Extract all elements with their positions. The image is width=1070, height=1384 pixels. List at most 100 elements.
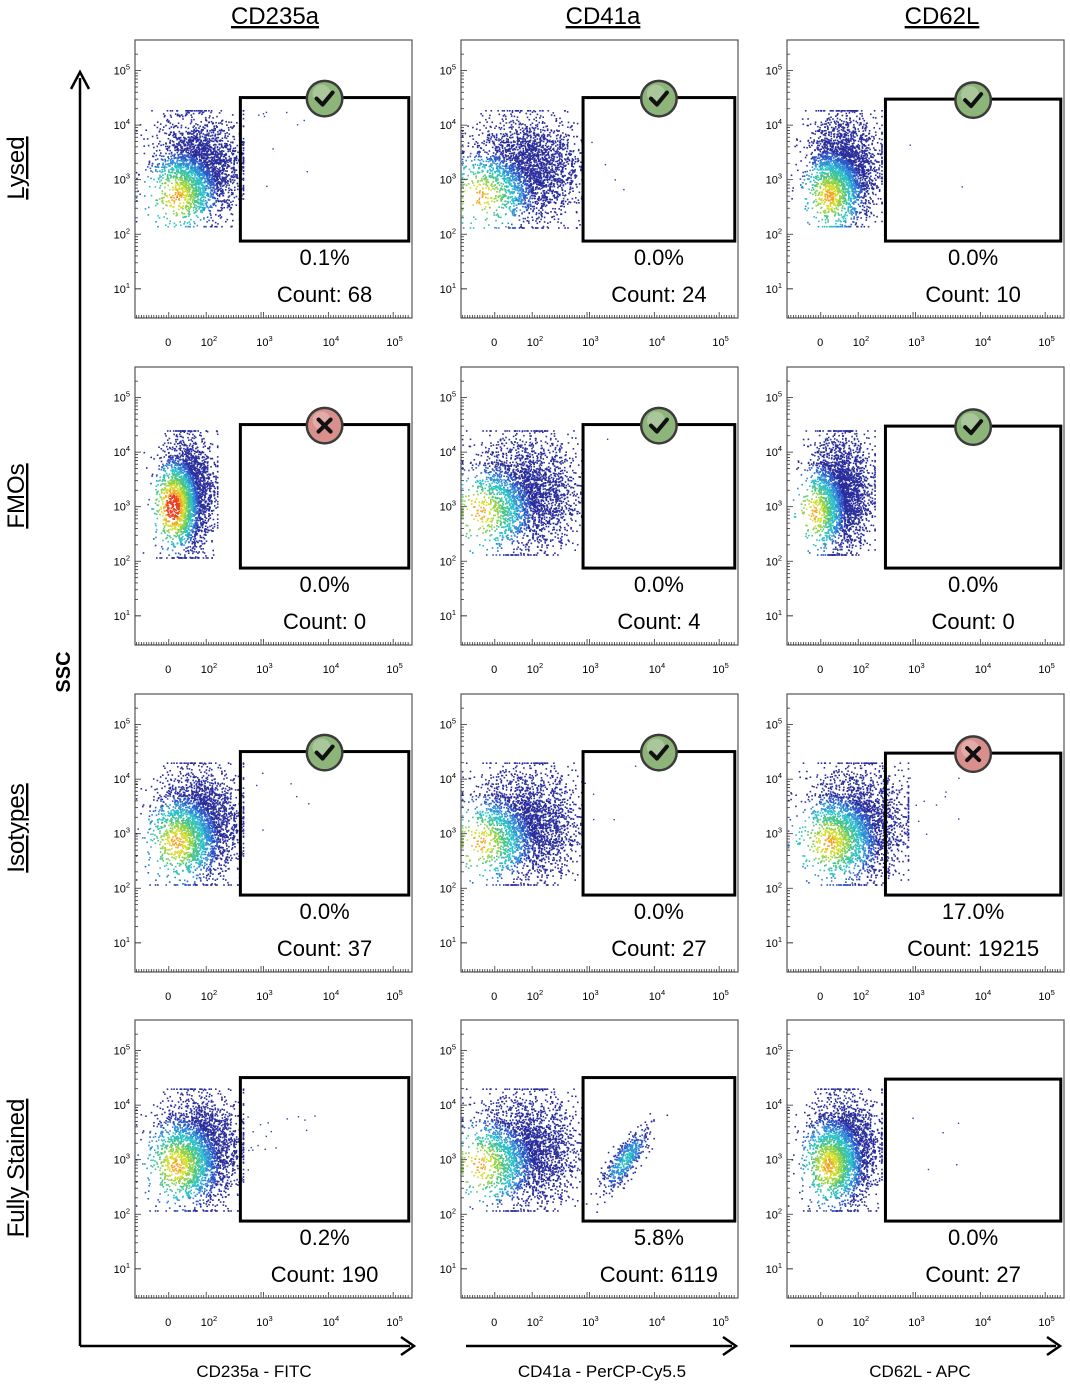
event-dot xyxy=(172,124,174,126)
event-dot xyxy=(468,183,470,185)
event-dot xyxy=(167,150,169,152)
event-dot xyxy=(199,168,201,170)
event-dot xyxy=(544,166,546,168)
event-dot xyxy=(519,227,521,229)
event-dot xyxy=(462,197,464,199)
event-dot xyxy=(181,212,183,214)
event-dot xyxy=(148,164,150,166)
event-dot xyxy=(492,167,494,169)
event-dot xyxy=(495,198,497,200)
event-dot xyxy=(215,222,217,224)
event-dot xyxy=(484,208,486,210)
event-dot xyxy=(502,120,504,122)
event-dot xyxy=(227,164,229,166)
event-dot xyxy=(201,200,203,202)
event-dot xyxy=(215,181,217,183)
event-dot xyxy=(210,217,212,219)
event-dot xyxy=(559,140,561,142)
event-dot xyxy=(526,113,528,115)
event-dot xyxy=(526,137,528,139)
event-dot xyxy=(475,173,477,175)
event-dot xyxy=(191,197,193,199)
event-dot xyxy=(502,110,504,112)
event-dot xyxy=(536,212,538,214)
event-dot xyxy=(535,203,537,205)
event-dot xyxy=(210,146,212,148)
event-dot xyxy=(506,138,508,140)
event-dot xyxy=(208,199,210,201)
event-dot xyxy=(220,210,222,212)
event-dot xyxy=(557,191,559,193)
event-dot xyxy=(463,167,465,169)
event-dot xyxy=(201,110,203,112)
event-dot xyxy=(188,181,190,183)
event-dot xyxy=(152,171,154,173)
event-dot xyxy=(136,221,138,223)
event-dot xyxy=(179,192,181,194)
event-dot xyxy=(203,199,205,201)
event-dot xyxy=(556,118,558,120)
event-dot xyxy=(227,162,229,164)
event-dot xyxy=(483,166,485,168)
event-dot xyxy=(202,136,204,138)
event-dot xyxy=(203,111,205,113)
event-dot xyxy=(525,179,527,181)
event-dot xyxy=(207,216,209,218)
event-dot xyxy=(565,154,567,156)
flow-cytometry-figure: 0 102 103 104 1051011021031041050.1%Count: 6… xyxy=(0,0,1070,1384)
event-dot xyxy=(157,171,159,173)
event-dot xyxy=(150,178,152,180)
event-dot xyxy=(509,165,511,167)
event-dot xyxy=(216,140,218,142)
event-dot xyxy=(181,175,183,177)
event-dot xyxy=(509,168,511,170)
event-dot xyxy=(219,189,221,191)
event-dot xyxy=(526,197,528,199)
event-dot xyxy=(214,179,216,181)
event-dot xyxy=(172,160,174,162)
event-dot xyxy=(502,150,504,152)
event-dot xyxy=(171,126,173,128)
event-dot xyxy=(235,174,237,176)
event-dot xyxy=(512,126,514,128)
event-dot xyxy=(167,174,169,176)
event-dot xyxy=(208,122,210,124)
event-dot xyxy=(486,212,488,214)
event-dot xyxy=(492,181,494,183)
event-dot xyxy=(507,175,509,177)
event-dot xyxy=(540,140,542,142)
event-dot xyxy=(183,162,185,164)
event-dot xyxy=(196,215,198,217)
event-dot xyxy=(483,176,485,178)
event-dot xyxy=(216,183,218,185)
event-dot xyxy=(518,138,520,140)
event-dot xyxy=(518,121,520,123)
event-dot xyxy=(536,146,538,148)
event-dot xyxy=(201,147,203,149)
event-dot xyxy=(232,220,234,222)
event-dot xyxy=(500,175,502,177)
event-dot xyxy=(152,163,154,165)
event-dot xyxy=(162,183,164,185)
event-dot xyxy=(557,221,559,223)
event-dot xyxy=(210,171,212,173)
event-dot xyxy=(492,135,494,137)
event-dot xyxy=(176,149,178,151)
event-dot xyxy=(176,214,178,216)
event-dot xyxy=(548,167,550,169)
event-dot xyxy=(227,151,229,153)
event-dot xyxy=(160,152,162,154)
event-dot xyxy=(492,155,494,157)
event-dot xyxy=(193,152,195,154)
event-dot xyxy=(178,184,180,186)
event-dot xyxy=(198,206,200,208)
event-dot xyxy=(547,128,549,130)
event-dot xyxy=(169,141,171,143)
event-dot xyxy=(469,169,471,171)
event-dot xyxy=(156,150,158,152)
event-dot xyxy=(175,199,177,201)
event-dot xyxy=(171,163,173,165)
event-dot xyxy=(519,112,521,114)
event-dot xyxy=(523,177,525,179)
event-dot xyxy=(559,118,561,120)
